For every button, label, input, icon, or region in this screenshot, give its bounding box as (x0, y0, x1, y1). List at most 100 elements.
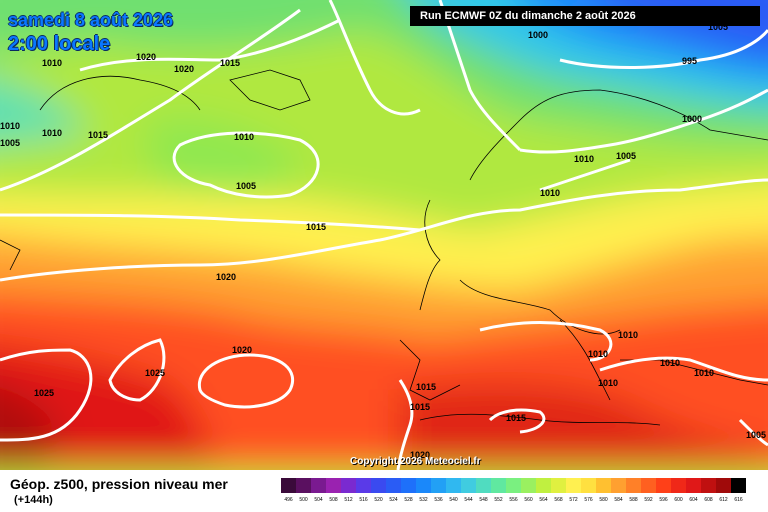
legend-swatch (431, 478, 446, 493)
legend-swatch (686, 478, 701, 493)
legend-swatch (626, 478, 641, 493)
legend-swatch (581, 478, 596, 493)
legend-swatch (641, 478, 656, 493)
legend-tick-label: 544 (464, 497, 473, 503)
legend-tick-label: 552 (494, 497, 503, 503)
legend-swatch (671, 478, 686, 493)
forecast-map: 1010 1020 1020 1015 1010 1015 1010 1005 … (0, 0, 768, 470)
legend-tick-label: 512 (344, 497, 353, 503)
isobar-label: 1010 (598, 378, 618, 388)
legend-swatch (416, 478, 431, 493)
isobar-label: 1010 (660, 358, 680, 368)
legend-tick-label: 608 (704, 497, 713, 503)
legend-swatch (356, 478, 371, 493)
isobar-label: 1015 (306, 222, 326, 232)
isobar-label: 1005 (746, 430, 766, 440)
isobar-label: 1010 (618, 330, 638, 340)
legend-tick-label: 616 (734, 497, 743, 503)
legend-swatch (731, 478, 746, 493)
legend-tick-label: 532 (419, 497, 428, 503)
isobar-label: 1010 (234, 132, 254, 142)
legend-swatch (326, 478, 341, 493)
legend-swatch (386, 478, 401, 493)
forecast-date: samedi 8 août 2026 (8, 10, 174, 30)
legend-tick-label: 600 (674, 497, 683, 503)
legend-swatch (491, 478, 506, 493)
forecast-time: 2:00 locale (8, 33, 111, 55)
isobar-label: 995 (682, 56, 697, 66)
legend-swatch (281, 478, 296, 493)
legend-swatch (506, 478, 521, 493)
isobar-label: 1015 (410, 402, 430, 412)
isobar-label: 1020 (216, 272, 236, 282)
legend-swatch (536, 478, 551, 493)
legend-swatch (371, 478, 386, 493)
legend-swatch (476, 478, 491, 493)
field-label: Géop. z500, pression niveau mer (10, 476, 228, 492)
legend-tick-label: 604 (689, 497, 698, 503)
isobar-label: 1020 (136, 52, 156, 62)
legend-swatch (341, 478, 356, 493)
color-legend: 496 500 504 508 512 516 520 524 528 532 536 540 544 5… (281, 478, 746, 506)
legend-tick-label: 556 (509, 497, 518, 503)
isobar-label: 1010 (42, 58, 62, 68)
isobar-label: 1020 (174, 64, 194, 74)
legend-tick-label: 596 (659, 497, 668, 503)
run-info: Run ECMWF 0Z du dimanche 2 août 2026 (410, 6, 760, 26)
legend-tick-label: 568 (554, 497, 563, 503)
isobar-label: 1010 (588, 349, 608, 359)
isobar-label: 1015 (88, 130, 108, 140)
legend-tick-label: 580 (599, 497, 608, 503)
legend-tick-label: 612 (719, 497, 728, 503)
isobar-labels: 1010 1020 1020 1015 1010 1015 1010 1005 … (0, 22, 766, 460)
legend-tick-label: 560 (524, 497, 533, 503)
legend-swatch (596, 478, 611, 493)
isobar-label: 1010 (694, 368, 714, 378)
isobar-label: 1025 (145, 368, 165, 378)
legend-tick-label: 588 (629, 497, 638, 503)
copyright: Copyright 2026 Meteociel.fr (350, 456, 481, 467)
legend-swatch (311, 478, 326, 493)
legend-tick-label: 536 (434, 497, 443, 503)
isobar-label: 1025 (34, 388, 54, 398)
legend-swatch (401, 478, 416, 493)
legend-tick-label: 584 (614, 497, 623, 503)
legend-tick-label: 528 (404, 497, 413, 503)
legend-tick-label: 548 (479, 497, 488, 503)
legend-swatch (296, 478, 311, 493)
legend-swatch (701, 478, 716, 493)
legend-swatch (521, 478, 536, 493)
legend-tick-label: 592 (644, 497, 653, 503)
legend-tick-label: 524 (389, 497, 398, 503)
isobar-label: 1015 (220, 58, 240, 68)
isobar-label: 1000 (682, 114, 702, 124)
legend-tick-label: 520 (374, 497, 383, 503)
isobar-label: 1015 (506, 413, 526, 423)
legend-swatch (551, 478, 566, 493)
legend-swatch (716, 478, 731, 493)
legend-tick-label: 496 (284, 497, 293, 503)
legend-tick-label: 576 (584, 497, 593, 503)
legend-tick-label: 504 (314, 497, 323, 503)
geopotential-field (0, 0, 768, 470)
isobar-label: 1010 (540, 188, 560, 198)
legend-tick-label: 516 (359, 497, 368, 503)
legend-tick-label: 508 (329, 497, 338, 503)
legend-swatch (446, 478, 461, 493)
isobar-label: 1005 (616, 151, 636, 161)
isobar-label: 1005 (0, 138, 20, 148)
isobar-label: 1010 (42, 128, 62, 138)
isobar-label: 1005 (236, 181, 256, 191)
lead-time-label: (+144h) (14, 494, 53, 506)
isobar-label: 1020 (410, 450, 430, 460)
isobar-label: 1010 (0, 121, 20, 131)
isobar-label: 1010 (574, 154, 594, 164)
legend-tick-label: 500 (299, 497, 308, 503)
legend-tick-label: 572 (569, 497, 578, 503)
legend-tick-label: 540 (449, 497, 458, 503)
legend-tick-label: 564 (539, 497, 548, 503)
footer: Géop. z500, pression niveau mer (+144h) … (0, 470, 768, 512)
isobar-label: 1020 (232, 345, 252, 355)
isobar-label: 1005 (708, 22, 728, 32)
